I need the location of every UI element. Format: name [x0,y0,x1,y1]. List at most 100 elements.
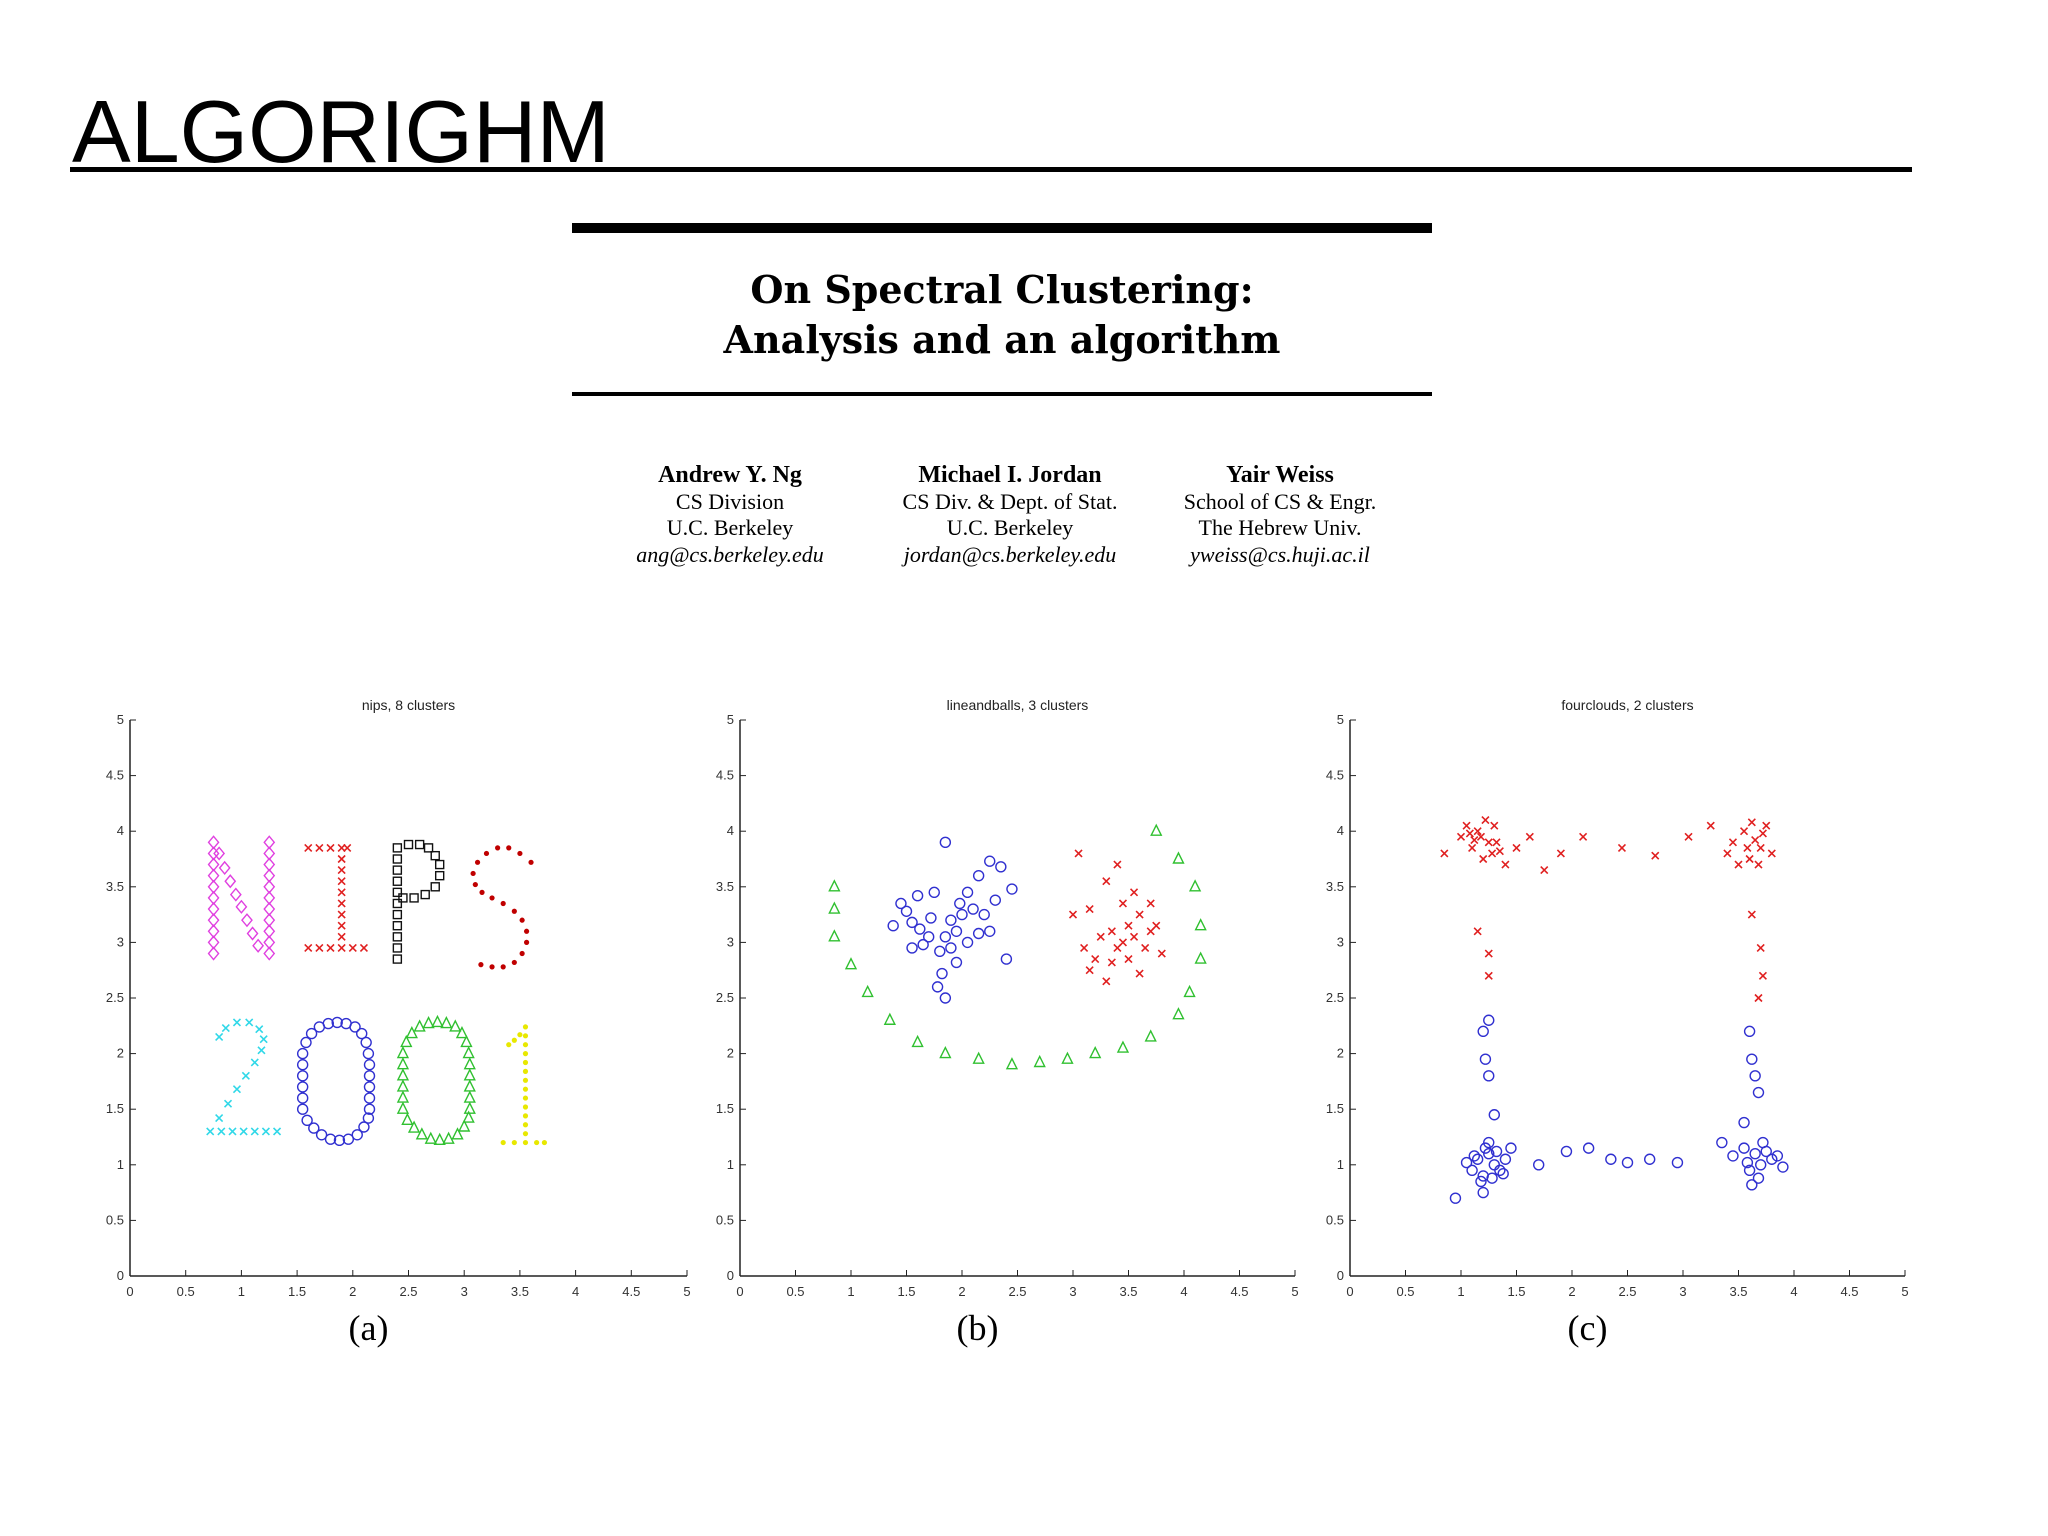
data-point [296,1092,309,1104]
data-point [434,870,445,881]
data-point [961,886,974,899]
data-point [363,1103,376,1115]
data-point [392,943,403,953]
data-point [1074,849,1083,858]
data-point [463,1057,476,1070]
data-point [396,1101,410,1114]
data-point [396,1057,410,1070]
data-point [1146,899,1155,908]
data-point [413,1019,426,1032]
data-point [1479,1053,1492,1065]
data-point [1495,847,1504,856]
data-point [1144,1029,1157,1042]
panel-label: (b) [957,1308,999,1348]
data-point [1501,860,1510,869]
data-point [1488,1159,1501,1171]
author-block-ng: Andrew Y. Ng CS Division U.C. Berkeley a… [590,462,870,568]
data-point [506,1042,512,1048]
data-point [906,916,918,929]
data-point [263,868,276,883]
data-point [224,874,237,889]
panel-label: (a) [349,1308,389,1348]
scatter-panel-3: 0 0.5 1 1.5 2 2.5 3 3.5 4 4.5 5 0 0.5 1 1.5 2 2.5 3 3.5 4 4.… [1326,697,1909,1348]
data-point [1766,1153,1778,1165]
data-point [221,1023,230,1033]
data-point [1456,832,1466,841]
data-point [431,1014,444,1028]
data-point [828,929,841,942]
data-point [342,1133,355,1145]
y-tick-label: 4.5 [716,768,734,783]
data-point [1579,832,1588,841]
data-point [1756,843,1765,852]
data-point [463,1101,476,1114]
data-point [1141,943,1150,953]
data-point [972,869,985,882]
data-point [223,1099,233,1108]
data-point [1483,1014,1495,1026]
data-point [407,1120,421,1133]
data-point [245,1018,254,1027]
y-tick-label: 2.5 [1326,990,1344,1005]
data-point [1728,838,1738,847]
x-tick-label: 2 [1568,1284,1575,1299]
data-point [1757,1136,1769,1149]
data-point [207,868,220,883]
data-point [1706,821,1715,830]
data-point [263,913,276,928]
data-point [1739,827,1749,836]
y-tick-label: 3 [1337,934,1344,949]
data-point [1743,843,1752,852]
y-tick-label: 1.5 [106,1101,124,1116]
data-point [519,950,525,957]
data-point [1124,921,1133,930]
data-point [207,846,220,861]
data-point [1135,910,1144,919]
data-point [1150,823,1163,836]
scatter-panel-2: 0 0.5 1 1.5 2 2.5 3 3.5 4 4.5 5 0 0.5 1 1.5 2 2.5 3 3.5 4 4.… [716,697,1299,1348]
data-point [961,936,974,949]
data-point [207,857,220,872]
author-affiliation: CS Division [675,488,785,514]
data-point [1741,1156,1754,1169]
data-point [263,924,276,939]
data-point [449,1019,462,1032]
x-tick-label: 3.5 [1729,1284,1747,1299]
data-point [972,927,985,940]
chart-title: nips, 8 clusters [362,697,455,713]
data-point [1085,904,1094,914]
data-point [1490,821,1499,830]
data-point [1512,843,1521,852]
data-point [950,956,963,969]
data-point [517,1032,523,1038]
data-point [305,1027,318,1040]
data-point [1484,949,1493,958]
data-point [1475,1175,1487,1188]
data-point [462,1046,475,1059]
data-point [207,835,220,850]
data-point [1089,1046,1102,1059]
data-point [405,1026,418,1039]
data-point [396,1046,410,1059]
data-point [343,843,352,852]
data-point [263,846,276,861]
y-tick-label: 4 [1337,823,1344,838]
x-tick-label: 1.5 [1507,1284,1525,1299]
data-point [218,860,231,875]
data-point [1172,1007,1185,1020]
data-point [989,894,1001,906]
data-point [1466,1164,1478,1177]
data-point [506,845,512,851]
data-point [1479,854,1488,864]
data-point [296,1103,309,1115]
x-tick-label: 4.5 [1840,1284,1858,1299]
data-point [1560,1145,1573,1158]
data-point [401,1112,414,1126]
data-point [1738,1116,1750,1129]
data-point [522,1068,529,1074]
author-institution: U.C. Berkeley [946,515,1074,540]
author-affiliation: CS Div. & Dept. of Stat. [902,488,1118,514]
data-point [883,1012,896,1025]
data-point [1756,943,1765,953]
data-point [500,964,506,970]
